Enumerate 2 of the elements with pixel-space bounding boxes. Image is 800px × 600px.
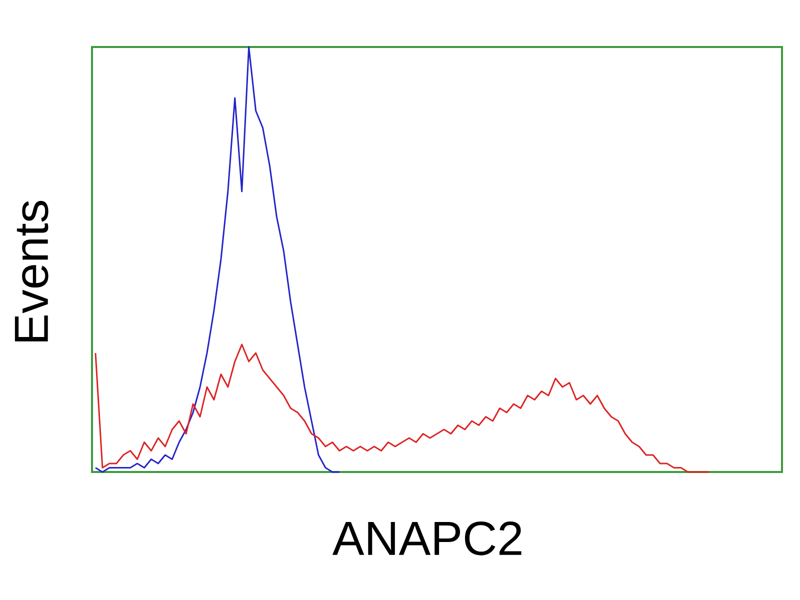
y-axis-title: Events: [14, 200, 48, 342]
x-axis-title: ANAPC2: [332, 521, 522, 556]
